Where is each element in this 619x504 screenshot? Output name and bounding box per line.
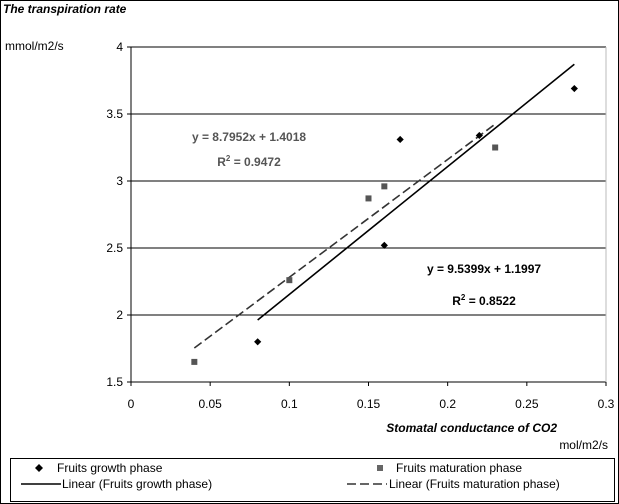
r2-maturation-label: R [217, 155, 226, 169]
x-axis-unit: mol/m2/s [559, 438, 608, 452]
point-maturation-2 [365, 195, 372, 202]
point-growth-1 [380, 241, 388, 249]
legend-item-maturation-trend: Linear (Fruits maturation phase) [389, 477, 560, 491]
x-tick-label-0: 0 [128, 397, 135, 411]
y-tick-label-3: 3 [116, 174, 123, 188]
r2-growth: R2 = 0.8522 [452, 293, 516, 308]
point-maturation-4 [492, 144, 499, 151]
point-maturation-1 [286, 277, 293, 284]
point-maturation-0 [191, 358, 198, 365]
point-growth-0 [254, 338, 262, 346]
legend-item-maturation: Fruits maturation phase [396, 461, 523, 475]
equation-growth: y = 9.5399x + 1.1997 [427, 262, 541, 276]
point-growth-2 [396, 135, 404, 144]
legend-item-growth: Fruits growth phase [57, 461, 163, 475]
x-tick-label-6: 0.3 [598, 397, 615, 411]
r2-growth-value: = 0.8522 [465, 294, 516, 308]
y-tick-label-0: 1.5 [106, 375, 123, 389]
trendline-growth [257, 63, 575, 321]
r2-maturation-sup: 2 [226, 154, 231, 163]
y-tick-label-5: 4 [116, 40, 123, 54]
chart-title: The transpiration rate [3, 2, 127, 16]
x-tick-label-3: 0.15 [357, 397, 381, 411]
axes [127, 46, 607, 386]
legend-symbol-maturation [377, 465, 383, 471]
legend-symbol-growth [35, 464, 43, 472]
data-points [191, 84, 578, 365]
x-tick-label-1: 0.05 [198, 397, 222, 411]
point-maturation-3 [381, 183, 388, 190]
gridlines [131, 46, 606, 316]
x-tick-label-5: 0.25 [515, 397, 539, 411]
y-tick-label-1: 2 [116, 308, 123, 322]
y-tick-label-2: 2.5 [106, 241, 123, 255]
x-axis-title: Stomatal conductance of CO2 [386, 421, 557, 435]
r2-growth-sup: 2 [461, 293, 466, 302]
equation-maturation: y = 8.7952x + 1.4018 [192, 130, 306, 144]
legend-symbol-maturation-trend [347, 483, 387, 485]
y-tick-label-4: 3.5 [106, 107, 123, 121]
point-growth-3 [475, 131, 483, 140]
y-axis-unit: mmol/m2/s [5, 39, 64, 53]
tick-labels: 1.5 2 2.5 3 3.5 4 0 0.05 0.1 0.15 0.2 0.25 0.3 [106, 40, 614, 411]
x-tick-label-2: 0.1 [281, 397, 298, 411]
r2-growth-label: R [452, 294, 461, 308]
trendlines [193, 63, 575, 349]
point-growth-4 [570, 84, 578, 93]
legend: Fruits growth phase Fruits maturation ph… [10, 458, 615, 502]
r2-maturation: R2 = 0.9472 [217, 154, 281, 169]
trendline-maturation [193, 123, 496, 349]
legend-symbol-growth-trend [21, 483, 61, 485]
legend-item-growth-trend: Linear (Fruits growth phase) [62, 477, 213, 491]
x-tick-label-4: 0.2 [439, 397, 456, 411]
r2-maturation-value: = 0.9472 [230, 155, 281, 169]
